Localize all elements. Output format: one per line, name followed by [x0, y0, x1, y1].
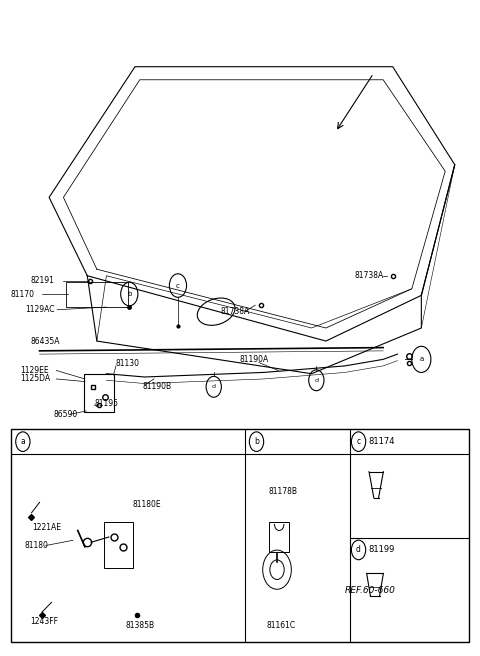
Text: 82191: 82191 — [30, 276, 54, 285]
Text: 81174: 81174 — [368, 437, 395, 446]
Text: 81199: 81199 — [368, 545, 395, 554]
Text: d: d — [356, 545, 361, 554]
Text: 81161C: 81161C — [266, 621, 295, 630]
Text: 1243FF: 1243FF — [30, 617, 58, 626]
Text: 86435A: 86435A — [30, 337, 60, 346]
Text: 1129EE: 1129EE — [21, 366, 49, 375]
Text: 1125DA: 1125DA — [21, 375, 50, 384]
Text: 86590: 86590 — [54, 410, 78, 419]
Text: 1129AC: 1129AC — [25, 305, 55, 314]
Text: 81190A: 81190A — [240, 355, 269, 364]
Text: 81190B: 81190B — [142, 382, 171, 391]
Text: REF.60-660: REF.60-660 — [345, 586, 396, 594]
Text: 81385B: 81385B — [125, 621, 155, 630]
Text: c: c — [176, 283, 180, 289]
Text: 81738A: 81738A — [221, 307, 250, 316]
Text: 81180: 81180 — [24, 541, 48, 550]
Text: a: a — [419, 356, 423, 362]
Text: 81180E: 81180E — [132, 500, 161, 509]
Text: d: d — [212, 384, 216, 389]
Text: 81738A: 81738A — [355, 271, 384, 280]
Text: 1221AE: 1221AE — [33, 523, 61, 532]
Text: d: d — [314, 378, 318, 382]
Text: 81195: 81195 — [95, 399, 119, 407]
Text: c: c — [357, 437, 360, 446]
Text: b: b — [127, 291, 132, 297]
Text: 81130: 81130 — [116, 359, 140, 369]
Text: b: b — [254, 437, 259, 446]
Text: 81170: 81170 — [11, 289, 35, 298]
Text: a: a — [21, 437, 25, 446]
Text: 81178B: 81178B — [268, 487, 298, 496]
